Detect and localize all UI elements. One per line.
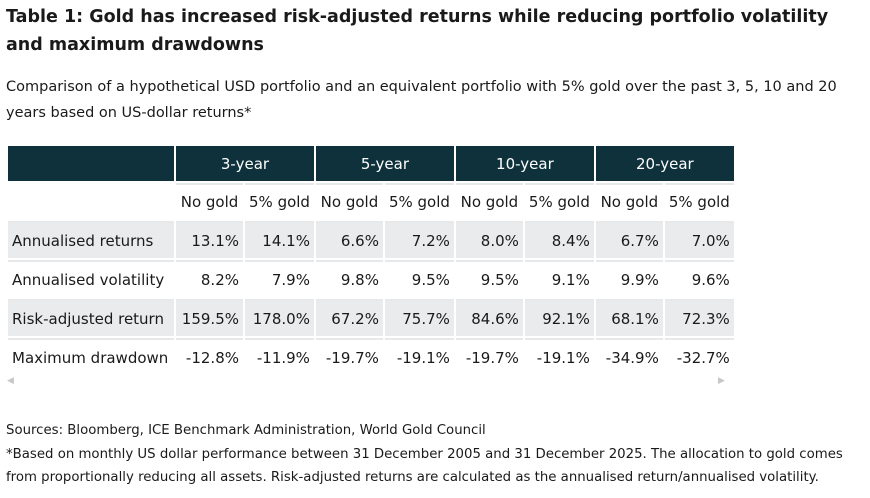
subheader-cell: No gold <box>176 183 243 219</box>
table-cell: 67.2% <box>315 299 383 336</box>
table-cell: 9.8% <box>315 260 383 297</box>
table-cell: 75.7% <box>384 299 454 336</box>
table-cell: 7.0% <box>664 221 734 258</box>
table-cell: -11.9% <box>245 338 314 375</box>
sources-text: Sources: Bloomberg, ICE Benchmark Admini… <box>6 423 486 438</box>
subheader-cell: No gold <box>455 183 523 219</box>
group-header: 10-year <box>455 146 594 181</box>
group-header: 5-year <box>315 146 454 181</box>
row-label: Annualised volatility <box>8 260 174 297</box>
table-cell: 159.5% <box>176 299 243 336</box>
table-row: Maximum drawdown -12.8% -11.9% -19.7% -19.1%… <box>8 338 734 375</box>
group-header-row: 3-year 5-year 10-year 20-year <box>8 146 734 181</box>
table-cell: 13.1% <box>176 221 243 258</box>
group-header: 3-year <box>176 146 314 181</box>
table-cell: 84.6% <box>455 299 523 336</box>
table-cell: 6.7% <box>595 221 663 258</box>
table-cell: 68.1% <box>595 299 663 336</box>
subheader-cell: No gold <box>315 183 383 219</box>
subheader-cell: 5% gold <box>245 183 314 219</box>
table-cell: 8.0% <box>455 221 523 258</box>
table-row: Annualised returns 13.1% 14.1% 6.6% 7.2% 8.0%… <box>8 221 734 258</box>
group-header: 20-year <box>595 146 734 181</box>
table-cell: 9.9% <box>595 260 663 297</box>
table-cell: 14.1% <box>245 221 314 258</box>
row-label: Annualised returns <box>8 221 174 258</box>
scroll-right-arrow[interactable]: ▶ <box>718 376 725 386</box>
subheader-cell: 5% gold <box>524 183 594 219</box>
table-subtitle: Comparison of a hypothetical USD portfol… <box>6 79 837 121</box>
row-label: Risk-adjusted return <box>8 299 174 336</box>
footnotes: Sources: Bloomberg, ICE Benchmark Admini… <box>6 419 866 490</box>
table-cell: 9.1% <box>524 260 594 297</box>
table-cell: -19.1% <box>384 338 454 375</box>
table-cell: 178.0% <box>245 299 314 336</box>
table-cell: -19.7% <box>315 338 383 375</box>
table-cell: 9.5% <box>384 260 454 297</box>
table-cell: 92.1% <box>524 299 594 336</box>
table-cell: -19.1% <box>524 338 594 375</box>
subheader-blank <box>8 183 174 219</box>
table-cell: 6.6% <box>315 221 383 258</box>
table-cell: -12.8% <box>176 338 243 375</box>
subheader-cell: 5% gold <box>664 183 734 219</box>
table-cell: -32.7% <box>664 338 734 375</box>
subheader-cell: No gold <box>595 183 663 219</box>
table-cell: 8.2% <box>176 260 243 297</box>
table-row: Annualised volatility 8.2% 7.9% 9.8% 9.5% 9.5… <box>8 260 734 297</box>
subheader-row: No gold 5% gold No gold 5% gold No gold 5% go… <box>8 183 734 219</box>
scroll-left-arrow[interactable]: ◀ <box>7 376 14 386</box>
table-title: Table 1: Gold has increased risk-adjuste… <box>6 7 829 55</box>
table-cell: 7.2% <box>384 221 454 258</box>
data-table: 3-year 5-year 10-year 20-year No gold 5% … <box>6 144 736 377</box>
row-label: Maximum drawdown <box>8 338 174 375</box>
table-cell: 9.5% <box>455 260 523 297</box>
table-cell: 9.6% <box>664 260 734 297</box>
footnote-text: *Based on monthly US dollar performance … <box>6 446 843 486</box>
subheader-cell: 5% gold <box>384 183 454 219</box>
table-cell: -19.7% <box>455 338 523 375</box>
table-cell: 72.3% <box>664 299 734 336</box>
header-blank <box>8 146 174 181</box>
table-cell: 8.4% <box>524 221 594 258</box>
table-row: Risk-adjusted return 159.5% 178.0% 67.2% 75.… <box>8 299 734 336</box>
table-cell: 7.9% <box>245 260 314 297</box>
table-cell: -34.9% <box>595 338 663 375</box>
